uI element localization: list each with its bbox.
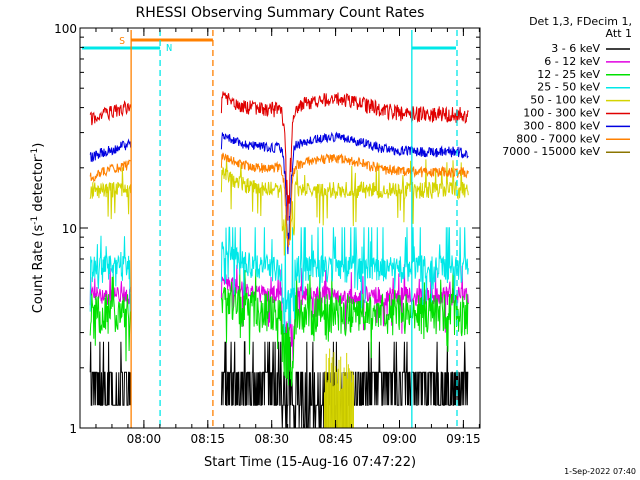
x-tick-label: 08:45	[318, 432, 353, 446]
legend-header: Det 1,3, FDecim 1,	[529, 15, 632, 28]
series-line	[220, 226, 469, 334]
y-tick-label: 1	[69, 422, 77, 436]
series-line	[89, 138, 132, 163]
x-tick-label: 08:30	[254, 432, 289, 446]
axes-layer: 1 10 100 08:00 08:15 08:30 08:45 09:00 09:15	[54, 22, 481, 446]
x-tick-label: 08:00	[127, 432, 162, 446]
series-line	[220, 267, 469, 387]
series-line	[220, 156, 469, 256]
series-line	[220, 131, 469, 255]
legend-entry-label: 300 - 800 keV	[523, 119, 600, 132]
legend-entry-label: 100 - 300 keV	[523, 107, 600, 120]
x-tick-label: 09:00	[382, 432, 417, 446]
series-line	[220, 91, 469, 221]
y-axis-label-mid: detector	[31, 156, 46, 216]
x-axis-label: Start Time (15-Aug-16 07:47:22)	[204, 455, 416, 470]
legend-header: Att 1	[606, 27, 632, 40]
chart-title: RHESSI Observing Summary Count Rates	[136, 5, 425, 21]
series-line	[220, 152, 469, 248]
legend-entry-label: 50 - 100 keV	[530, 94, 600, 107]
series-layer	[89, 91, 469, 429]
y-axis-label-main: Count Rate (s	[31, 225, 46, 314]
legend-entry-label: 800 - 7000 keV	[516, 132, 600, 145]
series-6	[89, 131, 469, 255]
series-3	[89, 226, 469, 334]
legend-entry-label: 7000 - 15000 keV	[502, 145, 600, 158]
series-line	[89, 268, 132, 306]
legend-entry-label: 3 - 6 keV	[551, 42, 600, 55]
y-tick-label: 100	[54, 22, 77, 36]
series-line	[89, 167, 132, 220]
y-tick-label: 10	[62, 222, 77, 236]
series-line	[89, 273, 132, 362]
footer-timestamp: 1-Sep-2022 07:40	[564, 467, 636, 476]
legend-entry-label: 12 - 25 keV	[537, 68, 600, 81]
series-line	[89, 159, 131, 183]
legend-entry-label: 6 - 12 keV	[544, 55, 600, 68]
y-axis-label-end: )	[31, 143, 46, 148]
legend-entry-label: 25 - 50 keV	[537, 81, 600, 94]
x-tick-label: 09:15	[446, 432, 481, 446]
yellow-spikes	[324, 348, 354, 428]
series-line	[89, 100, 132, 126]
y-axis-label: Count Rate (s-1 detector-1)	[30, 143, 46, 314]
series-7	[89, 152, 469, 248]
series-line	[220, 264, 469, 365]
series-4	[89, 156, 469, 256]
series-5	[89, 91, 469, 221]
y-axis-label-sup2: -1	[30, 148, 40, 157]
series-line	[89, 341, 132, 406]
flags-layer: SN	[82, 36, 456, 54]
series-line	[89, 235, 132, 312]
series-2	[89, 267, 469, 387]
series-1	[89, 264, 469, 365]
x-tick-label: 08:15	[190, 432, 225, 446]
night-flag-label: N	[166, 43, 172, 54]
saa-flag-label: S	[119, 36, 125, 47]
y-axis-label-sup1: -1	[30, 216, 40, 225]
markers-layer	[130, 30, 458, 428]
